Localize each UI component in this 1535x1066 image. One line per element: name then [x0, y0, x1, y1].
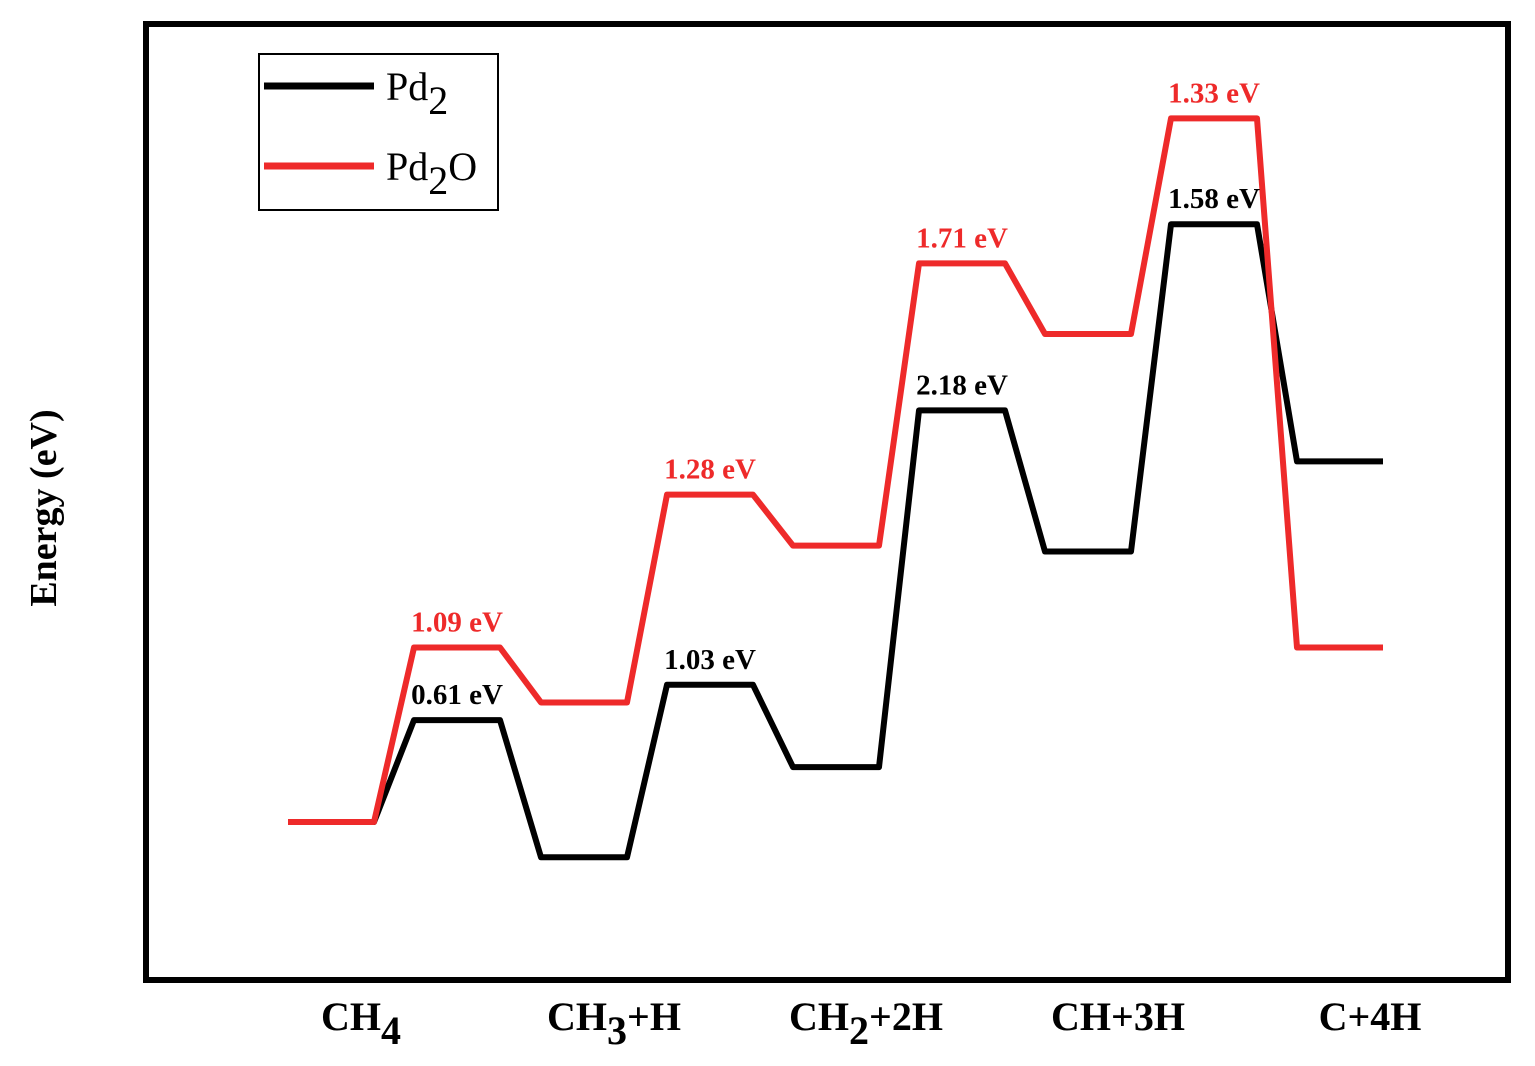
- x-axis: CH4 CH3+H CH2+2H CH+3H C+4H: [321, 994, 1421, 1053]
- series-line-pd2o: [288, 115, 1383, 825]
- barrier-label: 1.03 eV: [664, 644, 756, 676]
- legend-entry: Pd2O: [386, 144, 477, 203]
- x-tick-label: C+4H: [1319, 994, 1422, 1039]
- x-tick-label: CH+3H: [1051, 994, 1185, 1039]
- y-axis-label: Energy (eV): [23, 409, 65, 606]
- plot-frame: [143, 21, 1511, 983]
- barrier-label: 0.61 eV: [411, 679, 503, 711]
- x-tick-label: CH2+2H: [789, 994, 943, 1053]
- legend-box: [258, 53, 499, 211]
- legend: Pd2 Pd2O: [258, 53, 499, 211]
- barrier-label: 1.33 eV: [1168, 77, 1260, 109]
- barrier-label: 2.18 eV: [916, 369, 1008, 401]
- x-tick-label: CH3+H: [547, 994, 681, 1053]
- barrier-label: 1.28 eV: [664, 454, 756, 486]
- barrier-label: 1.71 eV: [916, 222, 1008, 254]
- legend-entry: Pd2: [386, 64, 448, 123]
- barrier-label: 1.09 eV: [411, 607, 503, 639]
- series-layer: [288, 115, 1383, 861]
- label-layer: 0.61 eV 1.03 eV 2.18 eV 1.58 eV 1.09 eV 1.28 …: [411, 77, 1260, 711]
- series-line-pd2: [288, 221, 1383, 861]
- barrier-label: 1.58 eV: [1168, 183, 1260, 215]
- x-tick-label: CH4: [321, 994, 401, 1053]
